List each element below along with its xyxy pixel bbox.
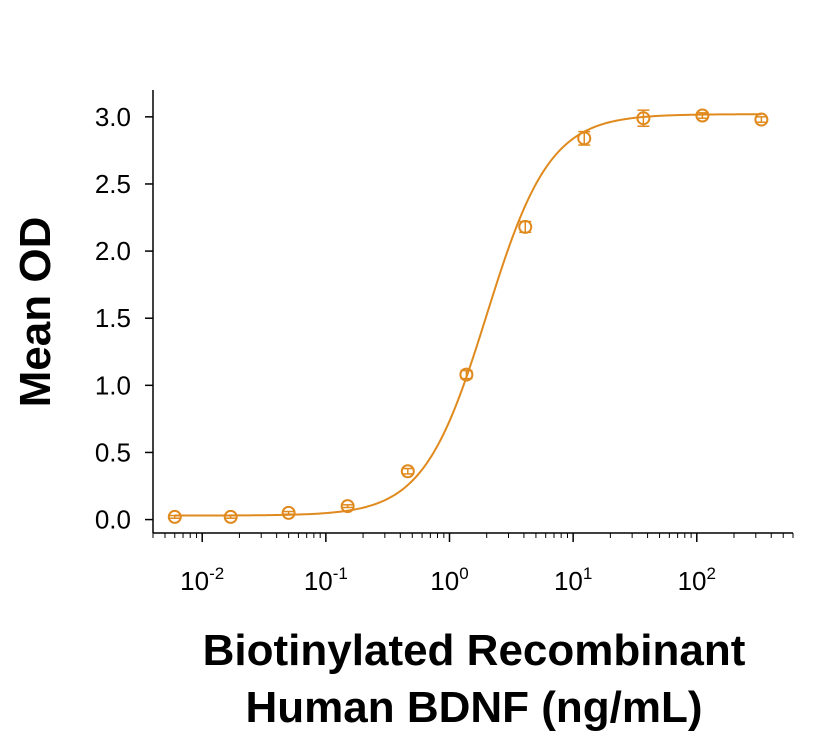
- data-point: [754, 112, 769, 127]
- x-tick-label: 102: [678, 564, 716, 596]
- data-point: [577, 131, 592, 146]
- y-tick-label: 1.5: [95, 303, 131, 333]
- y-axis-ticks: 0.0 0.5 1.0 1.5 2.0 2.5 3.0: [95, 102, 153, 535]
- x-tick-label: 100: [430, 564, 468, 596]
- data-point: [459, 367, 474, 382]
- data-point: [636, 111, 651, 126]
- y-tick-label: 0.5: [95, 437, 131, 467]
- x-tick-label: 10-2: [180, 564, 224, 596]
- data-point: [518, 219, 533, 234]
- x-axis-ticks: 10-2 10-1 100 101 102: [152, 533, 794, 596]
- fit-curve: [174, 113, 762, 517]
- x-axis-title-line-1: Biotinylated Recombinant: [203, 626, 746, 675]
- x-tick-label: 10-1: [304, 564, 348, 596]
- x-tick-label: 101: [554, 564, 592, 596]
- data-point: [695, 108, 710, 123]
- data-point: [340, 499, 355, 514]
- data-point: [281, 505, 296, 520]
- data-point: [167, 509, 182, 524]
- x-axis-title-line-2: Human BDNF (ng/mL): [245, 683, 702, 732]
- y-tick-label: 3.0: [95, 102, 131, 132]
- y-axis-title: Mean OD: [11, 217, 60, 408]
- y-tick-label: 2.5: [95, 169, 131, 199]
- y-tick-label: 0.0: [95, 505, 131, 535]
- data-points: [167, 108, 769, 524]
- y-tick-label: 1.0: [95, 370, 131, 400]
- data-point: [223, 509, 238, 524]
- y-tick-label: 2.0: [95, 236, 131, 266]
- data-point: [400, 464, 415, 479]
